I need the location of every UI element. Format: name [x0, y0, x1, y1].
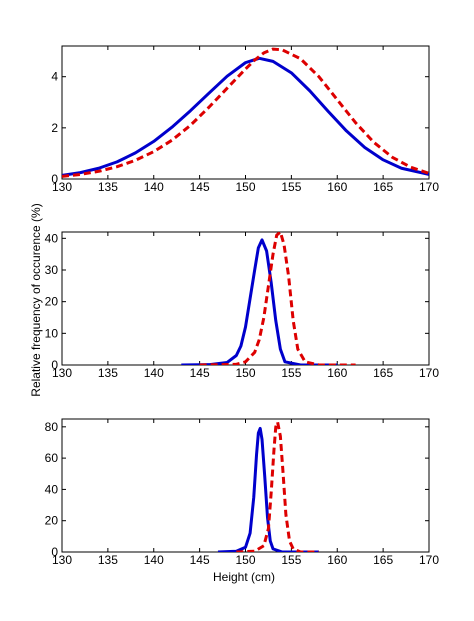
x-tick-label: 130 [52, 180, 72, 194]
x-tick-label: 145 [190, 180, 210, 194]
x-tick-label: 155 [281, 366, 301, 380]
y-tick-label: 2 [51, 121, 58, 135]
x-tick-label: 130 [52, 366, 72, 380]
x-tick-label: 150 [235, 553, 255, 567]
x-tick-label: 150 [235, 180, 255, 194]
x-tick-label: 165 [373, 366, 393, 380]
y-tick-label: 40 [45, 482, 59, 496]
x-tick-label: 140 [144, 180, 164, 194]
series-line-blue-solid [181, 238, 338, 365]
x-tick-label: 160 [327, 553, 347, 567]
y-tick-label: 60 [45, 451, 59, 465]
x-tick-label: 165 [373, 553, 393, 567]
y-tick-label: 30 [45, 263, 59, 277]
y-tick-label: 40 [45, 231, 59, 245]
y-tick-label: 20 [45, 295, 59, 309]
y-tick-label: 0 [51, 358, 58, 372]
y-tick-label: 20 [45, 514, 59, 528]
series-line-red-dashed [199, 232, 356, 365]
y-tick-label: 0 [51, 172, 58, 186]
x-tick-label: 160 [327, 180, 347, 194]
series-line-blue-solid [217, 426, 319, 552]
y-axis-label: Relative frequency of occurence (%) [29, 203, 43, 396]
y-tick-label: 80 [45, 420, 59, 434]
x-tick-label: 140 [144, 366, 164, 380]
x-tick-label: 170 [419, 366, 439, 380]
x-tick-label: 155 [281, 553, 301, 567]
x-tick-label: 130 [52, 553, 72, 567]
x-tick-label: 160 [327, 366, 347, 380]
x-tick-label: 155 [281, 180, 301, 194]
series-line-red-dashed [62, 47, 429, 178]
panel-bottom: 130 135 140 145 150 155 160 165 170 0 20 40 60 80 [45, 418, 439, 567]
x-tick-label: 145 [190, 366, 210, 380]
x-tick-label: 135 [98, 180, 118, 194]
x-tick-label: 140 [144, 553, 164, 567]
x-tick-label: 165 [373, 180, 393, 194]
x-tick-label: 150 [235, 366, 255, 380]
series-line-blue-solid [62, 56, 429, 177]
x-tick-label: 135 [98, 366, 118, 380]
axes-box-middle [61, 231, 430, 366]
y-tick-label: 10 [45, 326, 59, 340]
panel-middle: 130 135 140 145 150 155 160 165 170 0 10 20 30 40 [45, 231, 440, 380]
axes-box-bottom [61, 418, 430, 553]
x-axis-label: Height (cm) [213, 570, 275, 584]
series-line-red-dashed [236, 420, 319, 552]
x-tick-label: 170 [419, 180, 439, 194]
x-tick-label: 170 [419, 553, 439, 567]
axes-box-top [61, 45, 430, 180]
y-tick-label: 0 [51, 545, 58, 559]
x-tick-label: 145 [190, 553, 210, 567]
panel-top: 130 135 140 145 150 155 160 165 170 0 2 4 [51, 45, 439, 194]
y-tick-label: 4 [51, 70, 58, 84]
x-tick-label: 135 [98, 553, 118, 567]
